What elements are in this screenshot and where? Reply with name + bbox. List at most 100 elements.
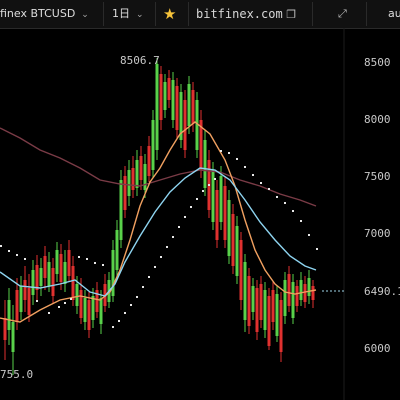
sar-dot <box>244 166 246 168</box>
sar-dot <box>8 250 10 252</box>
candle-body <box>127 170 131 196</box>
toolbar-divider <box>188 2 189 26</box>
y-tick-label: 8000 <box>364 113 391 126</box>
candle-body <box>91 296 95 320</box>
candle-body <box>211 170 215 222</box>
site-label: bitfinex.com <box>196 7 283 21</box>
candle-body <box>195 100 199 150</box>
expand-icon: ⤢ <box>338 7 347 20</box>
symbol-selector[interactable]: finex BTCUSD ⌄ <box>0 0 100 28</box>
account-button[interactable]: au <box>388 0 400 28</box>
sar-dot <box>166 246 168 248</box>
candle-body <box>299 280 303 300</box>
site-link[interactable]: bitfinex.com ❐ <box>196 0 306 28</box>
sar-dot <box>142 286 144 288</box>
sar-dot <box>208 184 210 186</box>
candle-body <box>215 190 219 240</box>
candle-body <box>155 64 159 150</box>
sar-dot <box>48 312 50 314</box>
slow-moving-average <box>0 127 317 207</box>
candle-body <box>67 250 71 276</box>
star-icon: ★ <box>163 5 177 23</box>
fullscreen-button[interactable]: ⤢ <box>338 0 358 28</box>
sar-dot <box>16 254 18 256</box>
toolbar-divider <box>155 2 156 26</box>
candle-body <box>203 140 207 188</box>
sar-dot <box>252 174 254 176</box>
favorite-button[interactable]: ★ <box>163 0 183 28</box>
sar-dot <box>284 202 286 204</box>
candle-body <box>199 120 203 170</box>
candle-body <box>59 254 63 282</box>
candle-body <box>63 262 67 284</box>
account-label: au <box>388 7 400 20</box>
candle-body <box>115 230 119 270</box>
interval-selector[interactable]: 1日 ⌄ <box>112 0 152 28</box>
candle-body <box>267 296 271 346</box>
sar-dot <box>24 258 26 260</box>
chart-toolbar: finex BTCUSD ⌄ 1日 ⌄ ★ bitfinex.com ❐ ⤢ au <box>0 0 400 29</box>
candle-body <box>47 262 51 286</box>
candle-body <box>239 240 243 300</box>
sar-dot <box>214 178 216 180</box>
sar-dot <box>64 302 66 304</box>
y-tick-label: 6000 <box>364 342 391 355</box>
sar-dot <box>184 216 186 218</box>
sar-dot <box>148 276 150 278</box>
toolbar-divider <box>103 2 104 26</box>
candle-body <box>259 284 263 320</box>
candle-body <box>15 290 19 322</box>
y-tick-label: 8500 <box>364 56 391 69</box>
candle-body <box>75 284 79 306</box>
sar-dot <box>190 206 192 208</box>
candle-body <box>279 300 283 352</box>
sar-dot <box>308 234 310 236</box>
sar-dot <box>0 245 2 247</box>
last-price-label: 6490.1 <box>364 285 400 298</box>
candle-body <box>183 100 187 150</box>
candle-body <box>11 322 15 352</box>
candle-body <box>179 92 183 140</box>
sar-dot <box>102 264 104 266</box>
candle-body <box>23 280 27 300</box>
candle-body <box>35 265 39 290</box>
candle-body <box>263 290 267 330</box>
sar-dot <box>160 256 162 258</box>
candle-body <box>3 318 7 340</box>
candle-body <box>119 180 123 240</box>
candle-body <box>39 268 43 286</box>
candle-body <box>7 300 11 330</box>
sar-dot <box>316 248 318 250</box>
sar-dot <box>130 304 132 306</box>
low-price-label: 755.0 <box>0 368 33 381</box>
y-tick-label: 7500 <box>364 170 391 183</box>
sar-dot <box>196 198 198 200</box>
price-chart[interactable]: 8500 8000 7500 7000 6490.1 6000 8506.7 7… <box>0 28 400 400</box>
candle-body <box>27 288 31 315</box>
candle-body <box>275 294 279 336</box>
candle-body <box>303 284 307 302</box>
candle-body <box>191 90 195 124</box>
candle-body <box>135 160 139 188</box>
sar-dot <box>86 258 88 260</box>
sar-dot <box>260 182 262 184</box>
candle-body <box>247 276 251 326</box>
sar-dot <box>112 326 114 328</box>
candle-body <box>311 286 315 300</box>
candle-body <box>187 84 191 126</box>
candle-body <box>271 290 275 322</box>
sar-dot <box>70 298 72 300</box>
chevron-down-icon: ⌄ <box>136 10 144 20</box>
candle-body <box>99 298 103 324</box>
candle-body <box>291 282 295 318</box>
sar-dot <box>220 150 222 152</box>
candle-body <box>55 250 59 274</box>
candle-body <box>111 250 115 296</box>
candle-body <box>243 262 247 320</box>
sar-dot <box>136 296 138 298</box>
candle-body <box>79 290 83 318</box>
candle-body <box>219 176 223 222</box>
sar-dot <box>178 226 180 228</box>
candle-body <box>151 120 155 170</box>
candle-body <box>167 78 171 100</box>
